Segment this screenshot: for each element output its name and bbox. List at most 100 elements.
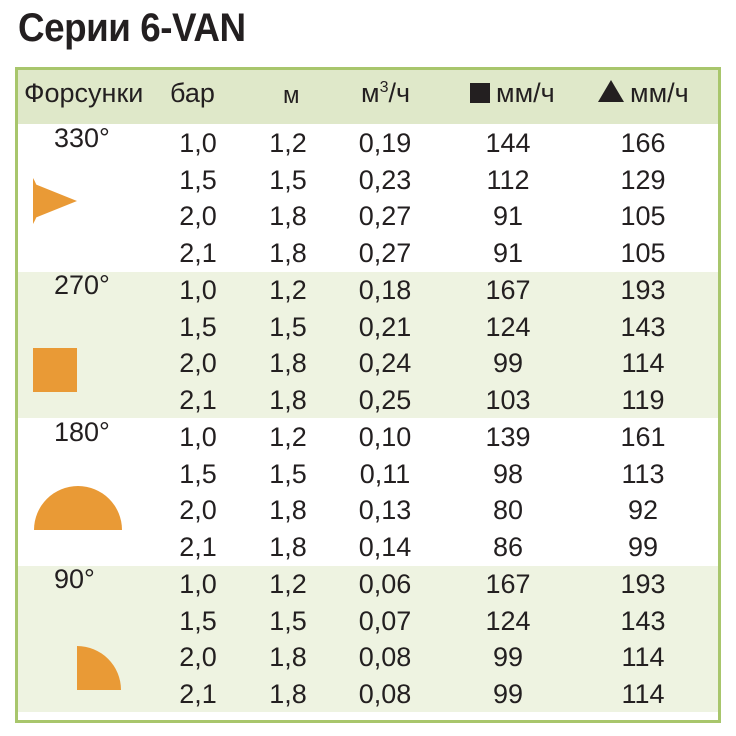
flow-cell: 0,10 xyxy=(358,422,412,452)
triangle-rate-cell: 166 xyxy=(620,128,666,158)
pressure-cell: 1,0 xyxy=(179,422,217,452)
square-rate-cell: 91 xyxy=(492,201,524,231)
square-rate-cell: 112 xyxy=(486,164,530,195)
radius-cell: 1,2 xyxy=(269,569,307,599)
triangle-rate-cell: 92 xyxy=(627,495,659,525)
table-row: 2,0 1,8 0,13 80 92 xyxy=(18,492,718,529)
radius-cell: 1,8 xyxy=(269,201,307,231)
table-row: 2,1 1,8 0,25 103 119 xyxy=(18,382,718,419)
pressure-cell: 2,1 xyxy=(179,531,217,562)
square-rate-cell: 99 xyxy=(492,678,524,709)
flow-cell: 0,21 xyxy=(358,311,412,342)
square-rate-cell: 167 xyxy=(485,569,531,599)
flow-cell: 0,23 xyxy=(358,164,412,195)
table-header: Форсунки бар м м3/ч мм/ч мм/ч xyxy=(18,70,718,124)
radius-cell: 1,5 xyxy=(269,311,307,342)
triangle-rate-cell: 114 xyxy=(621,348,665,378)
nozzle-group: 90° 1,0 1,2 0,06 167 193 1,5 1,5 0,07 124 143 2,0 1,… xyxy=(18,564,718,713)
triangle-rate-cell: 114 xyxy=(621,642,665,672)
square-rate-cell: 99 xyxy=(492,348,524,378)
pressure-cell: 2,1 xyxy=(179,678,217,709)
triangle-rate-cell: 105 xyxy=(620,201,666,231)
square-rate-cell: 139 xyxy=(485,422,531,452)
radius-cell: 1,8 xyxy=(269,348,307,378)
square-rate-cell: 99 xyxy=(492,642,524,672)
header-nozzles: Форсунки xyxy=(24,78,144,108)
triangle-rate-cell: 129 xyxy=(620,164,666,195)
triangle-rate-cell: 114 xyxy=(621,678,665,709)
flow-cell: 0,08 xyxy=(358,642,412,672)
table-row: 1,0 1,2 0,06 167 193 xyxy=(18,566,718,603)
flow-cell: 0,14 xyxy=(358,531,412,562)
triangle-rate-cell: 113 xyxy=(621,458,665,489)
header-flow: м3/ч xyxy=(361,78,410,109)
square-rate-cell: 124 xyxy=(485,311,531,342)
square-rate-cell: 144 xyxy=(485,128,531,158)
table-row: 2,1 1,8 0,14 86 99 xyxy=(18,529,718,566)
nozzle-angle: 330° xyxy=(54,123,110,153)
header-triangle-rate: мм/ч xyxy=(598,78,689,109)
pressure-cell: 1,5 xyxy=(179,458,217,489)
square-rate-cell: 86 xyxy=(492,531,524,562)
triangle-rate-cell: 119 xyxy=(621,384,665,415)
triangle-rate-cell: 143 xyxy=(620,311,666,342)
page-title: Серии 6-VAN xyxy=(18,6,246,50)
radius-cell: 1,8 xyxy=(269,642,307,672)
table-row: 1,0 1,2 0,19 144 166 xyxy=(18,125,718,162)
header-flow-base: м xyxy=(361,78,380,108)
pie-330-icon xyxy=(18,157,121,250)
table-row: 2,0 1,8 0,08 99 114 xyxy=(18,639,718,676)
triangle-rate-cell: 193 xyxy=(620,569,666,599)
radius-cell: 1,8 xyxy=(269,531,307,562)
table-row: 1,5 1,5 0,23 112 129 xyxy=(18,162,718,199)
radius-cell: 1,8 xyxy=(269,678,307,709)
spec-table: Форсунки бар м м3/ч мм/ч мм/ч 330° 1,0 1,2… xyxy=(15,67,721,723)
flow-cell: 0,27 xyxy=(358,201,412,231)
square-rate-cell: 91 xyxy=(492,237,524,268)
quarter-circle-icon xyxy=(77,645,123,696)
flow-cell: 0,13 xyxy=(358,495,412,525)
triangle-rate-cell: 161 xyxy=(620,422,666,452)
radius-cell: 1,8 xyxy=(269,495,307,525)
pressure-cell: 2,0 xyxy=(179,201,217,231)
pressure-cell: 2,0 xyxy=(179,642,217,672)
flow-cell: 0,19 xyxy=(358,128,412,158)
table-row: 2,1 1,8 0,27 91 105 xyxy=(18,235,718,272)
pressure-cell: 2,1 xyxy=(179,384,217,415)
header-triangle-rate-label: мм/ч xyxy=(630,78,689,108)
radius-cell: 1,2 xyxy=(269,422,307,452)
flow-cell: 0,24 xyxy=(358,348,412,378)
table-row: 2,1 1,8 0,08 99 114 xyxy=(18,676,718,713)
square-rate-cell: 98 xyxy=(492,458,524,489)
table-row: 1,5 1,5 0,07 124 143 xyxy=(18,603,718,640)
square-rate-cell: 103 xyxy=(485,384,531,415)
radius-cell: 1,2 xyxy=(269,128,307,158)
table-row: 2,0 1,8 0,24 99 114 xyxy=(18,345,718,382)
nozzle-group: 180° 1,0 1,2 0,10 139 161 1,5 1,5 0,11 98 113 2,0 1,… xyxy=(18,417,718,566)
pressure-cell: 1,5 xyxy=(179,311,217,342)
radius-cell: 1,5 xyxy=(269,458,307,489)
square-rate-cell: 124 xyxy=(485,605,531,636)
pressure-cell: 1,0 xyxy=(179,275,217,305)
flow-cell: 0,25 xyxy=(358,384,412,415)
pressure-cell: 2,0 xyxy=(179,348,217,378)
header-square-rate: мм/ч xyxy=(470,78,555,109)
pressure-cell: 2,0 xyxy=(179,495,217,525)
flow-cell: 0,08 xyxy=(358,678,412,709)
radius-cell: 1,5 xyxy=(269,164,307,195)
header-radius: м xyxy=(283,82,300,109)
pressure-cell: 2,1 xyxy=(179,237,217,268)
triangle-icon xyxy=(598,80,624,102)
pressure-cell: 1,0 xyxy=(179,128,217,158)
pressure-cell: 1,0 xyxy=(179,569,217,599)
square-icon xyxy=(470,83,490,103)
triangle-rate-cell: 143 xyxy=(620,605,666,636)
table-row: 1,5 1,5 0,21 124 143 xyxy=(18,309,718,346)
square-rate-cell: 80 xyxy=(492,495,524,525)
square-rate-cell: 167 xyxy=(485,275,531,305)
radius-cell: 1,2 xyxy=(269,275,307,305)
table-row: 2,0 1,8 0,27 91 105 xyxy=(18,198,718,235)
nozzle-angle: 90° xyxy=(54,564,95,594)
radius-cell: 1,5 xyxy=(269,605,307,636)
triangle-rate-cell: 105 xyxy=(620,237,666,268)
